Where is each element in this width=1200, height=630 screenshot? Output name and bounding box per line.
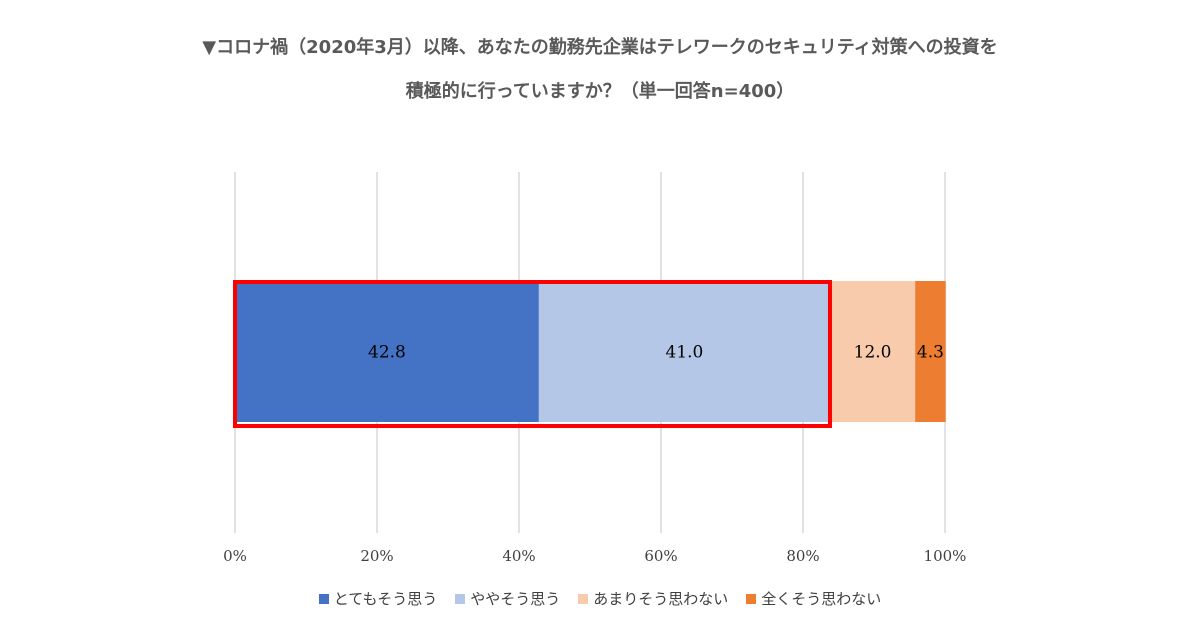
legend-swatch <box>746 593 757 604</box>
legend-item: ややそう思う <box>455 588 560 609</box>
x-tick-label: 0% <box>223 547 247 565</box>
chart-title: ▼コロナ禍（2020年3月）以降、あなたの勤務先企業はテレワークのセキュリティ対… <box>202 37 998 58</box>
bar-segment <box>829 281 916 422</box>
legend-swatch <box>578 593 589 604</box>
legend-swatch <box>318 593 329 604</box>
bar-segment <box>915 281 946 422</box>
x-tick-label: 20% <box>360 547 393 565</box>
bar-segment <box>235 281 539 422</box>
legend-item: あまりそう思わない <box>578 588 728 609</box>
data-label: 41.0 <box>666 343 704 363</box>
chart-legend: とてもそう思う ややそう思う あまりそう思わない 全くそう思わない <box>0 588 1200 609</box>
data-label: 12.0 <box>854 343 892 363</box>
legend-item: とてもそう思う <box>318 588 438 609</box>
x-tick-label: 100% <box>924 547 967 565</box>
legend-item: 全くそう思わない <box>746 588 881 609</box>
legend-swatch <box>455 593 466 604</box>
x-tick-label: 40% <box>502 547 535 565</box>
x-tick-label: 60% <box>644 547 677 565</box>
x-tick-label: 80% <box>786 547 819 565</box>
bar-segment <box>538 281 830 422</box>
legend-label: あまりそう思わない <box>593 590 729 608</box>
highlight-box <box>233 280 832 428</box>
data-label: 4.3 <box>917 343 944 363</box>
chart-subtitle: 積極的に行っていますか？（単一回答n=400） <box>405 81 795 102</box>
legend-label: 全くそう思わない <box>761 590 882 608</box>
legend-label: ややそう思う <box>470 590 561 608</box>
legend-label: とてもそう思う <box>333 590 438 608</box>
data-label: 42.8 <box>368 343 406 363</box>
